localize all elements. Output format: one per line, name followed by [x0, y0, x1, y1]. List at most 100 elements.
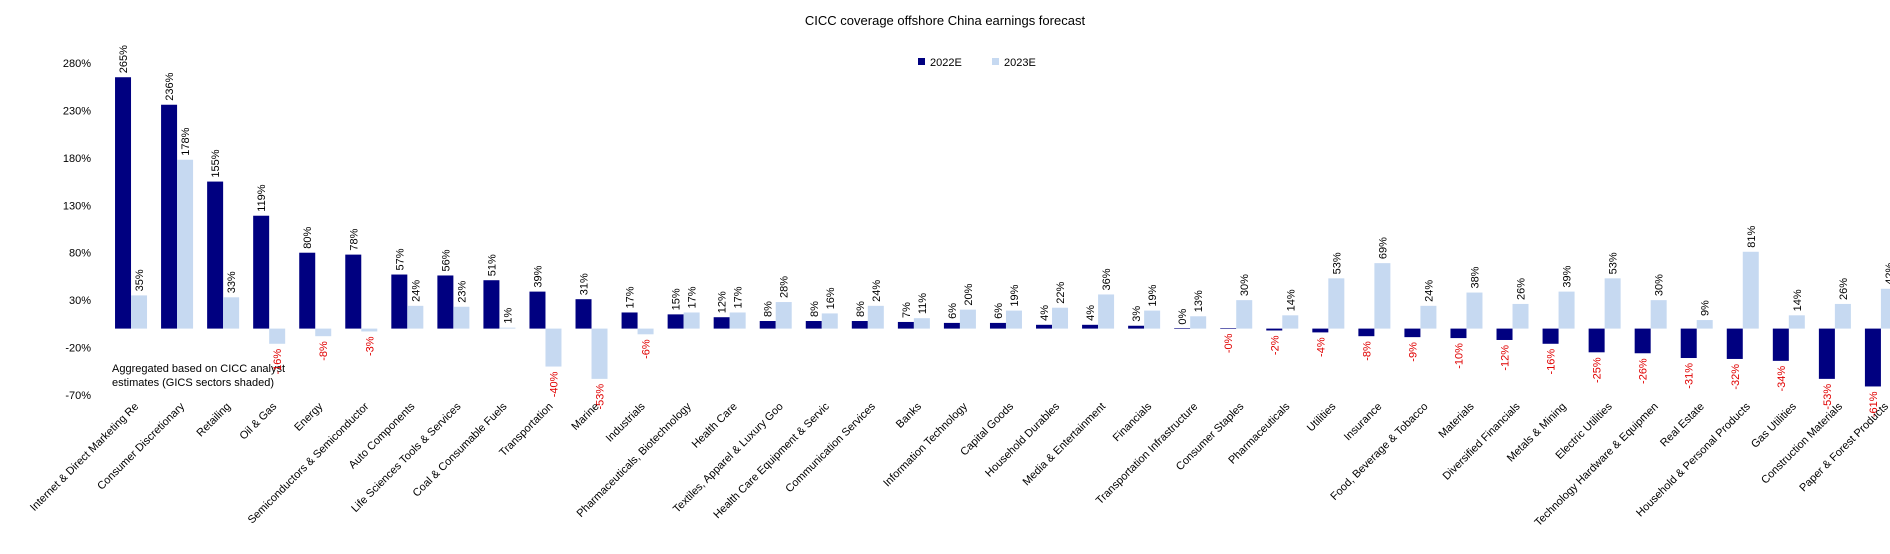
- value-label-2022e-media-entertainment: 4%: [1085, 305, 1097, 321]
- value-label-2022e-transportation-infrastructure: 0%: [1177, 308, 1189, 324]
- value-label-2023e-paper-forest-products: 42%: [1884, 263, 1890, 285]
- value-label-2023e-health-care-equipment-servic: 16%: [825, 287, 837, 309]
- value-label-2022e-food-beverage-tobacco: -9%: [1407, 342, 1419, 362]
- x-tick-label-construction-materials: Construction Materials: [1759, 400, 1845, 486]
- bar-2022e-capital-goods: [989, 322, 1006, 329]
- x-tick-label-financials: Financials: [1111, 400, 1155, 444]
- value-label-2023e-retailing: 33%: [226, 271, 238, 293]
- x-tick-label-real-estate: Real Estate: [1658, 401, 1707, 450]
- bar-2023e-pharmaceuticals: [1282, 315, 1299, 329]
- value-label-2023e-oil-gas: -16%: [272, 349, 284, 375]
- value-label-2023e-household-durables: 22%: [1055, 281, 1067, 303]
- bar-2023e-life-sciences-tools-services: [453, 306, 470, 329]
- bar-2023e-real-estate: [1696, 320, 1713, 329]
- value-label-2022e-household-personal-products: -32%: [1730, 364, 1742, 390]
- x-tick-label-materials: Materials: [1437, 400, 1477, 440]
- value-label-2022e-marine: 31%: [579, 273, 591, 295]
- bar-2023e-health-care: [729, 312, 746, 329]
- value-label-2023e-information-technology: 20%: [963, 283, 975, 305]
- value-label-2022e-health-care-equipment-servic: 8%: [809, 301, 821, 317]
- bar-2023e-consumer-discretionary: [177, 159, 194, 329]
- bar-2023e-banks: [913, 318, 930, 329]
- value-label-2023e-materials: 38%: [1469, 266, 1481, 288]
- value-label-2022e-electric-utilities: -25%: [1592, 357, 1604, 383]
- value-label-2023e-internet-direct-marketing-re: 35%: [134, 269, 146, 291]
- bar-2023e-insurance: [1374, 263, 1391, 329]
- value-label-2022e-metals-mining: -16%: [1546, 349, 1558, 375]
- value-label-2023e-communication-services: 24%: [871, 280, 883, 302]
- value-label-2022e-coal-consumable-fuels: 51%: [486, 254, 498, 276]
- bar-2022e-semiconductors-semiconductor: [345, 254, 362, 329]
- value-label-2022e-consumer-discretionary: 236%: [164, 72, 176, 100]
- y-tick-label: -70%: [65, 390, 91, 402]
- bar-2023e-electric-utilities: [1604, 278, 1621, 329]
- bar-2022e-insurance: [1358, 328, 1375, 337]
- bar-2022e-textiles-apparel-luxury-goo: [759, 321, 776, 329]
- x-tick-label-retailing: Retailing: [194, 401, 233, 440]
- value-label-2023e-metals-mining: 39%: [1562, 265, 1574, 287]
- y-tick-label: 80%: [69, 248, 91, 260]
- bar-2023e-diversified-financials: [1512, 303, 1529, 329]
- value-label-2022e-information-technology: 6%: [947, 303, 959, 319]
- y-tick-label: 130%: [63, 200, 91, 212]
- bar-2022e-food-beverage-tobacco: [1404, 328, 1421, 338]
- legend-swatch-2022e: [918, 58, 925, 65]
- x-tick-label-food-beverage-tobacco: Food, Beverage & Tobacco: [1328, 401, 1430, 503]
- x-tick-label-media-entertainment: Media & Entertainment: [1021, 401, 1109, 489]
- bar-2023e-construction-materials: [1834, 303, 1851, 329]
- value-label-2022e-retailing: 155%: [210, 149, 222, 177]
- x-tick-label-gas-utilities: Gas Utilities: [1749, 400, 1799, 450]
- y-tick-label: 230%: [63, 105, 91, 117]
- bar-2023e-consumer-staples: [1236, 300, 1253, 329]
- value-label-2022e-oil-gas: 119%: [256, 184, 268, 212]
- bar-2022e-energy: [299, 252, 316, 329]
- bar-2022e-marine: [575, 299, 592, 329]
- value-label-2023e-coal-consumable-fuels: 1%: [502, 308, 514, 324]
- value-label-2022e-materials: -10%: [1453, 343, 1465, 369]
- bars: [115, 77, 1890, 387]
- bar-2023e-transportation: [545, 328, 562, 367]
- bar-2022e-electric-utilities: [1588, 328, 1605, 353]
- x-tick-label-insurance: Insurance: [1342, 401, 1385, 444]
- value-label-2023e-energy: -8%: [318, 341, 330, 361]
- x-tick-label-utilities: Utilities: [1305, 400, 1339, 434]
- bar-2022e-household-durables: [1036, 324, 1053, 329]
- bar-2022e-financials: [1128, 325, 1145, 329]
- bar-2022e-auto-components: [391, 274, 408, 329]
- value-label-2023e-financials: 19%: [1147, 284, 1159, 306]
- value-label-2022e-consumer-staples: -0%: [1223, 333, 1235, 353]
- value-label-2023e-insurance: 69%: [1377, 237, 1389, 259]
- value-label-2022e-pharmaceuticals: -2%: [1269, 335, 1281, 355]
- x-tick-label-oil-gas: Oil & Gas: [238, 400, 280, 442]
- value-label-2022e-technology-hardware-equipmen: -26%: [1638, 358, 1650, 384]
- y-tick-label: 180%: [63, 153, 91, 165]
- x-tick-label-communication-services: Communication Services: [783, 400, 878, 495]
- bar-2022e-media-entertainment: [1082, 324, 1099, 329]
- y-tick-label: 280%: [63, 58, 91, 70]
- value-label-2022e-pharmaceuticals-biotechnology: 15%: [671, 288, 683, 310]
- value-label-2022e-gas-utilities: -34%: [1776, 366, 1788, 392]
- bar-2023e-health-care-equipment-servic: [821, 313, 838, 329]
- bar-2023e-marine: [591, 328, 608, 379]
- y-tick-label: -20%: [65, 343, 91, 355]
- bar-2022e-health-care-equipment-servic: [805, 321, 822, 329]
- bar-2022e-industrials: [621, 312, 638, 329]
- annotation: Aggregated based on CICC analyst estimat…: [112, 363, 285, 389]
- bar-2022e-technology-hardware-equipmen: [1634, 328, 1651, 354]
- bar-2022e-consumer-staples: [1220, 328, 1237, 329]
- value-label-2022e-financials: 3%: [1131, 306, 1143, 322]
- legend-label-2023e: 2023E: [1004, 57, 1036, 69]
- value-label-2023e-textiles-apparel-luxury-goo: 28%: [779, 276, 791, 298]
- value-label-2023e-consumer-discretionary: 178%: [180, 127, 192, 155]
- value-label-2022e-industrials: 17%: [625, 286, 637, 308]
- bar-2023e-gas-utilities: [1788, 315, 1805, 329]
- value-label-2023e-transportation-infrastructure: 13%: [1193, 290, 1205, 312]
- value-label-2023e-capital-goods: 19%: [1009, 284, 1021, 306]
- bar-2023e-semiconductors-semiconductor: [361, 328, 378, 332]
- value-label-2022e-life-sciences-tools-services: 56%: [440, 249, 452, 271]
- bar-2022e-household-personal-products: [1726, 328, 1743, 359]
- x-tick-label-marine: Marine: [569, 401, 601, 433]
- value-label-2023e-media-entertainment: 36%: [1101, 268, 1113, 290]
- bar-2022e-construction-materials: [1818, 328, 1835, 379]
